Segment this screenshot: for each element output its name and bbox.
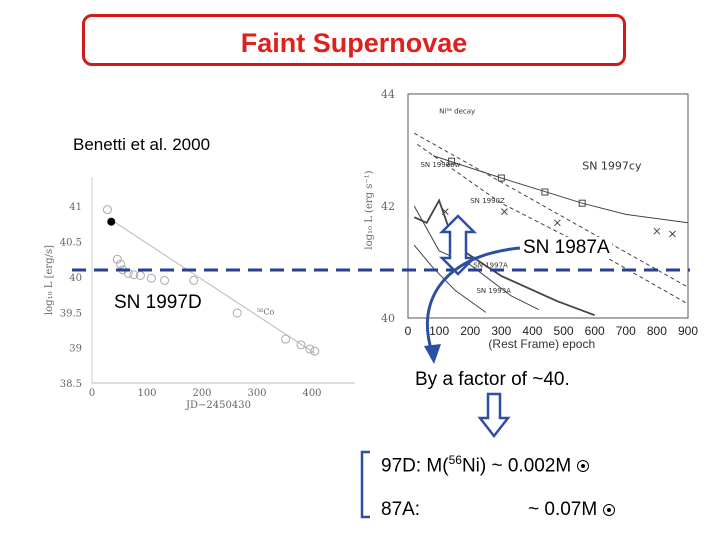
right-x-tick-label: 400: [522, 324, 542, 338]
bracket-icon: [360, 450, 370, 519]
cross-marker: [441, 208, 449, 215]
left-x-tick-label: 300: [247, 388, 266, 399]
left-y-axis-label: log₁₀ L [erg/s]: [44, 245, 55, 315]
right-series-label: SN 1998bw: [420, 161, 460, 169]
right-y-tick-label: 44: [381, 88, 395, 101]
factor-text: By a factor of ~40.: [415, 369, 570, 390]
left-x-tick-label: 0: [89, 388, 95, 399]
sn1997d-filled-point: [107, 217, 116, 226]
solar-mass-icon: [577, 460, 590, 473]
sn1987a-label: SN 1987A: [521, 237, 612, 259]
sn1997cy-marker: [448, 157, 456, 165]
cross-marker: [501, 208, 508, 215]
right-y-axis-label: log₁₀ L (erg s⁻¹): [364, 170, 375, 249]
solar-mass-icon: [603, 504, 616, 516]
left-y-tick-label: 39.5: [60, 308, 82, 319]
right-x-tick-label: 200: [460, 324, 480, 338]
eq-87a-prefix: 87A:: [381, 499, 421, 520]
right-y-tick-label: 42: [381, 200, 395, 213]
left-y-tick-label: 41: [69, 202, 82, 213]
left-y-tick-label: 39: [69, 344, 82, 355]
sn1997d-point: [102, 205, 112, 215]
eq-87a-value-text: ~ 0.07M: [528, 499, 598, 520]
left-x-tick-label: 400: [302, 388, 321, 399]
equation-87a: 87A:: [381, 499, 420, 521]
double-arrow-icon: [438, 214, 478, 276]
curved-arrow-head-icon: [424, 344, 441, 364]
right-x-tick-label: 300: [491, 324, 511, 338]
sn1997d-point: [232, 308, 242, 318]
right-plot-frame: [407, 93, 689, 319]
sn1998bw-curve: [417, 143, 689, 305]
right-x-axis-label: (Rest Frame) epoch: [488, 337, 595, 351]
sn1997cy-marker: [541, 188, 549, 196]
equation-97d: 97D: M(56Ni) ~ 0.002M: [381, 453, 590, 477]
right-series-label: Ni⁵⁶ decay: [439, 108, 475, 116]
sn1997d-point: [160, 275, 170, 285]
cross-marker: [553, 219, 561, 227]
sn1997d-point: [129, 270, 139, 280]
left-x-axis-label: JD−2450430: [185, 400, 251, 411]
curved-arrow-icon: [426, 246, 521, 353]
sn1997d-label: SN 1997D: [112, 292, 204, 314]
eq-97d-suffix: Ni) ~ 0.002M: [461, 455, 572, 477]
ni56-decay-line: [413, 132, 689, 288]
right-series-label: SN 1997A: [473, 262, 508, 270]
left-x-tick-label: 200: [192, 388, 211, 399]
left-x-tick-label: 100: [137, 388, 156, 399]
citation-text: Benetti et al. 2000: [73, 135, 211, 154]
right-x-tick-label: 700: [616, 324, 636, 338]
slide-title: Faint Supernovae: [240, 28, 468, 58]
left-y-tick-label: 38.5: [60, 379, 82, 390]
sn1997d-point: [296, 340, 306, 350]
left-y-tick-label: 40.5: [60, 238, 82, 249]
right-series-label: SN 1990Z: [470, 197, 505, 205]
eq-97d-prefix: 97D: M(: [381, 455, 449, 477]
sn1997cy-marker: [497, 174, 505, 182]
left-y-tick-label: 40: [69, 273, 82, 284]
right-series-label: SN 1997cy: [582, 160, 642, 173]
sn1997d-point: [189, 275, 199, 285]
right-y-tick-label: 40: [381, 312, 395, 325]
sn1997d-point: [281, 334, 291, 344]
left-annotation: ⁵⁶Co: [257, 307, 275, 316]
right-x-tick-label: 900: [678, 324, 698, 338]
left-trend-line: [113, 221, 316, 354]
sn1997cy-marker: [578, 199, 586, 207]
cross-marker: [653, 227, 661, 235]
title-frame: Faint Supernovae: [82, 14, 626, 66]
sn1997d-point: [116, 259, 126, 269]
right-x-tick-label: 500: [554, 324, 574, 338]
right-x-tick-label: 100: [429, 324, 449, 338]
eq-97d-superscript: 56: [448, 453, 462, 467]
sn1997cy-curve: [432, 155, 689, 224]
sn1997d-point: [146, 273, 156, 283]
sn1990z-curve: [413, 205, 539, 311]
cross-marker: [669, 230, 676, 238]
right-x-tick-label: 600: [585, 324, 605, 338]
right-series-label: SN 1993A: [476, 287, 511, 295]
right-x-tick-label: 0: [405, 324, 412, 338]
right-x-tick-label: 800: [647, 324, 667, 338]
sn1997d-point: [305, 344, 315, 354]
equation-87a-value: ~ 0.07M: [528, 499, 616, 521]
down-arrow-icon: [477, 392, 511, 439]
sn1997d-point: [112, 254, 122, 264]
sn1997d-point: [310, 346, 320, 356]
